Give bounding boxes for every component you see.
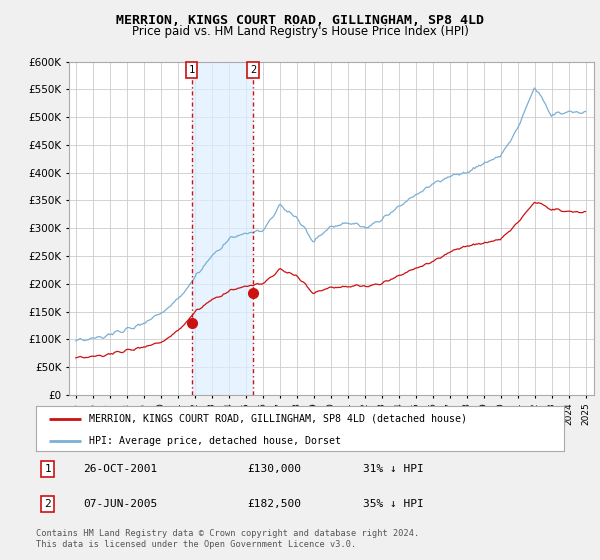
Text: MERRION, KINGS COURT ROAD, GILLINGHAM, SP8 4LD: MERRION, KINGS COURT ROAD, GILLINGHAM, S… xyxy=(116,14,484,27)
Text: MERRION, KINGS COURT ROAD, GILLINGHAM, SP8 4LD (detached house): MERRION, KINGS COURT ROAD, GILLINGHAM, S… xyxy=(89,413,467,423)
Text: 1: 1 xyxy=(44,464,51,474)
Text: £130,000: £130,000 xyxy=(247,464,301,474)
Text: 07-JUN-2005: 07-JUN-2005 xyxy=(83,499,158,509)
Text: 35% ↓ HPI: 35% ↓ HPI xyxy=(364,499,424,509)
Text: Price paid vs. HM Land Registry's House Price Index (HPI): Price paid vs. HM Land Registry's House … xyxy=(131,25,469,38)
Text: 2: 2 xyxy=(44,499,51,509)
Text: 1: 1 xyxy=(188,65,195,75)
Text: Contains HM Land Registry data © Crown copyright and database right 2024.
This d: Contains HM Land Registry data © Crown c… xyxy=(36,529,419,549)
Bar xyxy=(191,62,253,395)
Text: 2: 2 xyxy=(250,65,256,75)
Text: 26-OCT-2001: 26-OCT-2001 xyxy=(83,464,158,474)
Text: 31% ↓ HPI: 31% ↓ HPI xyxy=(364,464,424,474)
Text: HPI: Average price, detached house, Dorset: HPI: Average price, detached house, Dors… xyxy=(89,436,341,446)
Text: £182,500: £182,500 xyxy=(247,499,301,509)
